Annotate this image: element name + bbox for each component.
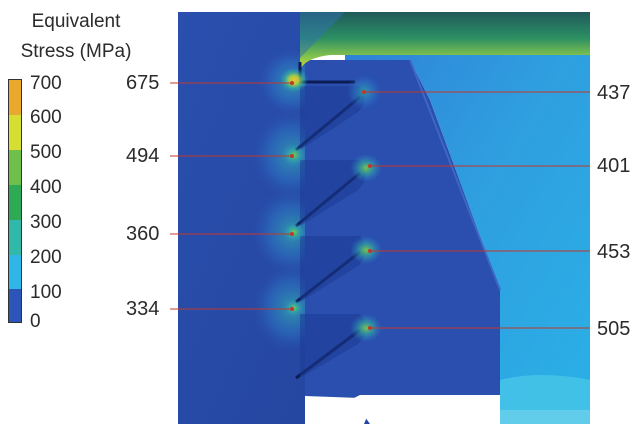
legend-title-line2: Stress (MPa) bbox=[20, 41, 132, 62]
leader-lines bbox=[170, 81, 590, 330]
legend-tick-700: 700 bbox=[30, 73, 62, 94]
legend-tick-400: 400 bbox=[30, 177, 62, 198]
legend-tick-0: 0 bbox=[30, 311, 41, 332]
leader-dot-6 bbox=[368, 164, 372, 168]
leader-dot-7 bbox=[368, 249, 372, 253]
leader-dot-4 bbox=[290, 307, 294, 311]
left-label-1: 675 bbox=[126, 72, 160, 94]
leader-dot-5 bbox=[362, 90, 366, 94]
left-label-2: 494 bbox=[126, 145, 160, 167]
left-label-3: 360 bbox=[126, 223, 160, 245]
right-body bbox=[305, 12, 590, 424]
left-label-4: 334 bbox=[126, 298, 160, 320]
leader-dot-1 bbox=[290, 81, 294, 85]
right-label-4: 505 bbox=[597, 318, 631, 340]
legend-title-line1: Equivalent bbox=[31, 11, 121, 32]
leader-dot-3 bbox=[290, 232, 294, 236]
right-label-3: 453 bbox=[597, 241, 631, 263]
leader-dot-8 bbox=[368, 326, 372, 330]
thread-grooves bbox=[300, 86, 366, 378]
right-label-2: 401 bbox=[597, 155, 631, 177]
bottom-notch bbox=[305, 396, 368, 424]
right-label-1: 437 bbox=[597, 82, 631, 104]
colorbar-frame bbox=[8, 79, 22, 323]
legend-tick-100: 100 bbox=[30, 282, 62, 303]
bolt-head-band bbox=[300, 12, 590, 70]
leader-dot-2 bbox=[290, 154, 294, 158]
legend-tick-300: 300 bbox=[30, 212, 62, 233]
legend-tick-500: 500 bbox=[30, 142, 62, 163]
legend-tick-600: 600 bbox=[30, 107, 62, 128]
legend-tick-200: 200 bbox=[30, 247, 62, 268]
